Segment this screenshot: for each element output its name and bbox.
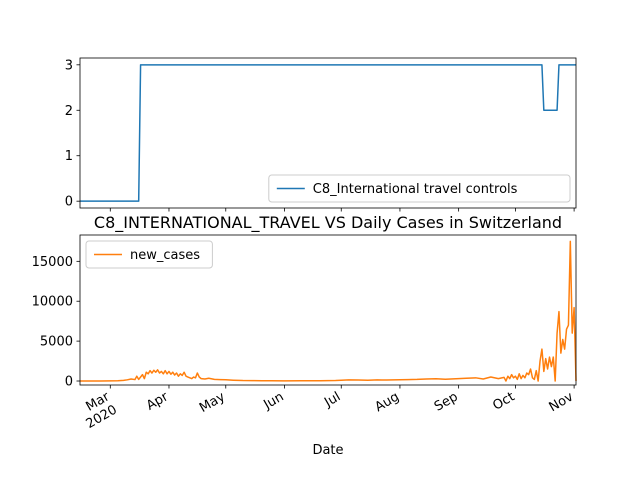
axes-frame (79, 234, 577, 386)
series-line-0 (80, 240, 577, 382)
legend-label: C8_International travel controls (313, 182, 518, 197)
y-tick-label: 10000 (32, 295, 73, 310)
x-tick-label-4: Jul (321, 389, 343, 410)
y-tick-label: 0 (65, 375, 73, 390)
x-axis-label: Date (312, 443, 343, 458)
chart-title: C8_INTERNATIONAL_TRAVEL VS Daily Cases i… (94, 213, 562, 233)
y-tick-label: 1 (65, 149, 73, 164)
axes-frame (79, 57, 577, 209)
legend-box (85, 240, 213, 269)
y-tick-label: 0 (65, 195, 73, 210)
legend-box (268, 174, 571, 203)
x-tick-label-line: Jul (321, 389, 343, 410)
y-tick-label: 3 (65, 58, 73, 73)
travel-controls-axes: 0 1 2 3 C8_International travel controls (65, 57, 577, 212)
y-tick-label: 5000 (40, 335, 73, 350)
y-tick-label: 15000 (32, 255, 73, 270)
series-line-0 (80, 64, 576, 202)
legend-label: new_cases (130, 248, 200, 263)
y-tick-label: 2 (65, 104, 73, 119)
